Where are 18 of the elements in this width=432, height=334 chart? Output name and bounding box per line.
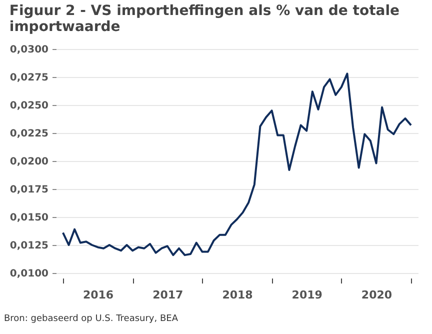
- text: importwaarde: [9, 19, 120, 35]
- x-tick-label: 2018: [222, 288, 253, 302]
- line-series: [62, 72, 412, 256]
- x-tick-label: 2017: [152, 288, 184, 302]
- y-tick-label: 0,0100: [10, 268, 49, 280]
- y-tick-label: 0,0250: [10, 100, 49, 112]
- x-tick-label: 2016: [82, 288, 114, 302]
- y-tick-label: 0,0225: [10, 128, 49, 140]
- y-tick-label: 0,0125: [10, 240, 49, 252]
- y-tick-label: 0,0150: [10, 212, 49, 224]
- x-tick-label: 2019: [292, 288, 322, 302]
- text: Bron: gebaseerd op U.S. Treasury, BEA: [4, 314, 179, 324]
- y-tick-label: 0,0175: [10, 184, 49, 196]
- text: Figuur 2 - VS importheffingen als % van de totale: [9, 3, 400, 19]
- y-tick-label: 0,0200: [10, 156, 49, 168]
- y-tick-label: 0,0275: [10, 72, 49, 84]
- y-tick-label: 0,0300: [10, 44, 49, 56]
- x-tick-label: 2020: [361, 288, 392, 302]
